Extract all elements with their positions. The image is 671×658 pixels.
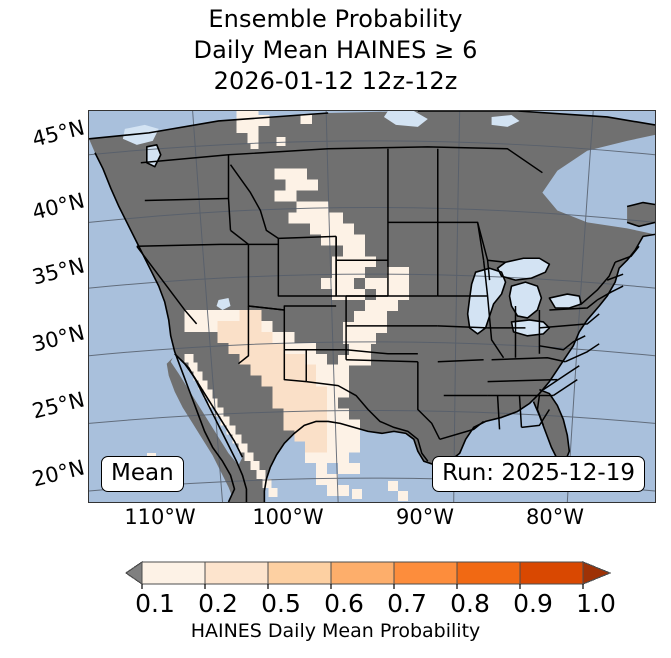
lat-tick-40n: 40°N xyxy=(29,188,87,225)
figure-title: Ensemble Probability Daily Mean HAINES ≥… xyxy=(0,4,671,97)
title-line-2: Daily Mean HAINES ≥ 6 xyxy=(193,36,478,64)
colorbar-tick-label-3: 0.6 xyxy=(324,589,364,618)
baja-peninsula xyxy=(166,357,247,502)
title-line-1: Ensemble Probability xyxy=(208,5,463,33)
title-line-3: 2026-01-12 12z-12z xyxy=(213,67,458,95)
colorbar-ticks xyxy=(141,584,584,589)
lon-tick-80w: 80°W xyxy=(526,505,584,529)
colorbar-tick-label-4: 0.7 xyxy=(387,589,427,618)
colorbar-band-7 xyxy=(519,561,584,585)
lake-michigan xyxy=(467,268,506,334)
vancouver-island-water xyxy=(122,124,159,145)
colorbar-gradient[interactable] xyxy=(124,556,612,590)
map-frame: Mean Run: 2025-12-19 xyxy=(88,110,656,503)
colorbar-axis-label: HAINES Daily Mean Probability xyxy=(190,620,481,642)
lat-tick-30n: 30°N xyxy=(29,320,87,357)
lake-huron xyxy=(509,282,542,318)
lat-tick-25n: 25°N xyxy=(29,387,87,424)
lake-superior xyxy=(497,258,550,281)
northern-lake xyxy=(491,114,520,127)
pacific-water xyxy=(89,138,235,502)
probability-field xyxy=(146,111,409,502)
lat-tick-45n: 45°N xyxy=(29,115,87,152)
lat-tick-35n: 35°N xyxy=(29,253,87,290)
lake-ontario xyxy=(549,294,582,308)
colorbar-band-1 xyxy=(141,561,206,585)
colorbar-band-5 xyxy=(393,561,458,585)
colorbar-band-6 xyxy=(456,561,521,585)
colorbar-band-2 xyxy=(204,561,269,585)
run-date-box[interactable]: Run: 2025-12-19 xyxy=(432,456,645,492)
hudson-bay xyxy=(383,111,428,127)
colorbar-band-3 xyxy=(267,561,332,585)
great-salt-lake xyxy=(216,298,231,310)
colorbar-extend-high xyxy=(582,561,612,585)
lon-tick-100w: 100°W xyxy=(252,505,324,529)
graticule xyxy=(89,111,655,502)
lon-tick-110w: 110°W xyxy=(124,505,196,529)
colorbar-extend-low xyxy=(124,560,143,586)
colorbar[interactable]: 0.1 0.2 0.5 0.6 0.7 0.8 0.9 1.0 HAINES D… xyxy=(0,556,671,658)
colorbar-tick-label-0: 0.1 xyxy=(135,589,175,618)
colorbar-tick-labels: 0.1 0.2 0.5 0.6 0.7 0.8 0.9 1.0 xyxy=(0,589,671,621)
florida-peninsula xyxy=(533,389,570,462)
lat-tick-20n: 20°N xyxy=(29,455,87,492)
colorbar-tick-label-5: 0.8 xyxy=(450,589,490,618)
colorbar-band-4 xyxy=(330,561,395,585)
lon-tick-90w: 90°W xyxy=(396,505,454,529)
colorbar-tick-label-1: 0.2 xyxy=(198,589,238,618)
colorbar-tick-label-6: 0.9 xyxy=(513,589,553,618)
member-label-box[interactable]: Mean xyxy=(101,456,184,492)
run-date-text: Run: 2025-12-19 xyxy=(442,460,635,486)
colorbar-tick-label-2: 0.5 xyxy=(261,589,301,618)
coastlines xyxy=(89,111,655,502)
map-canvas xyxy=(89,111,655,502)
probability-map[interactable]: Mean Run: 2025-12-19 xyxy=(88,110,656,503)
member-label-text: Mean xyxy=(111,460,174,486)
colorbar-tick-label-7: 1.0 xyxy=(576,589,616,618)
